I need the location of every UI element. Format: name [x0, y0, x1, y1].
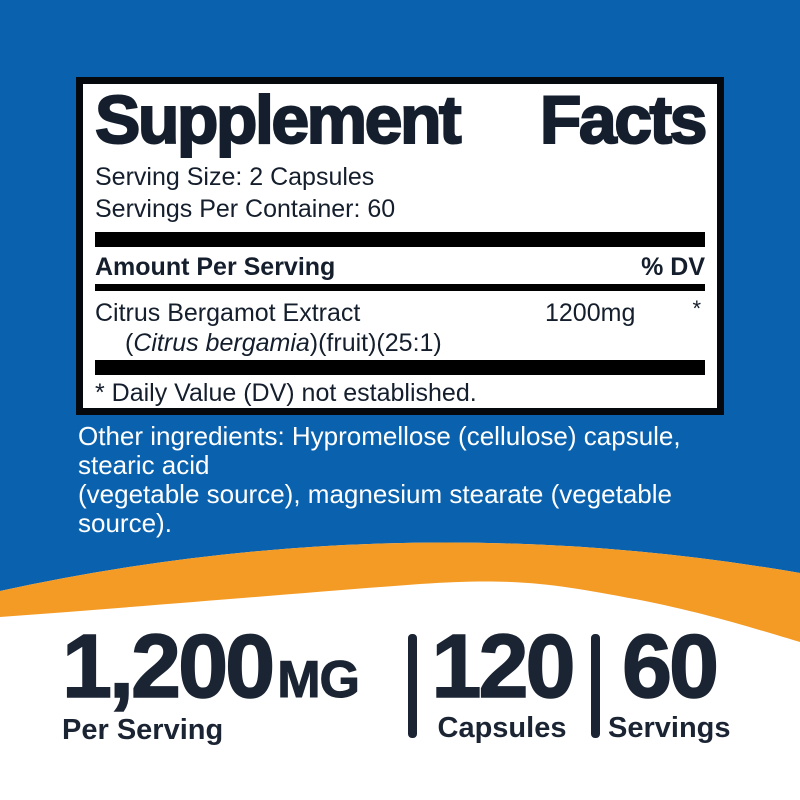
stat-capsules-number-row: 120	[428, 617, 577, 717]
ingredient-dv-asterisk: *	[692, 296, 701, 321]
stat-dose: 1,200 MG Per Serving	[61, 617, 361, 746]
stat-servings-number-row: 60	[608, 617, 730, 717]
stat-servings-value: 60	[621, 617, 720, 717]
other-ingredients-line2: (vegetable source), magnesium stearate (…	[78, 479, 672, 538]
stat-servings-label: Servings	[608, 712, 731, 744]
stat-divider-2	[591, 634, 600, 738]
stat-capsules-label: Capsules	[437, 712, 567, 744]
stat-capsules-value: 120	[431, 617, 577, 717]
botanical-suffix: )(fruit)(25:1)	[309, 329, 442, 357]
ingredient-amount: 1200mg	[545, 299, 636, 327]
stat-divider-1	[408, 634, 417, 738]
daily-value-footnote: * Daily Value (DV) not established.	[95, 379, 477, 407]
title-word-facts: Facts	[539, 82, 709, 158]
divider-bar-thick-top	[95, 232, 705, 247]
supplement-facts-title: Supplement Facts	[94, 82, 709, 158]
orange-brush-shape	[0, 542, 800, 642]
title-word-supplement: Supplement	[94, 82, 463, 158]
botanical-name-italic: Citrus bergamia	[133, 329, 310, 357]
orange-swoosh	[0, 500, 800, 642]
blue-curve-shape	[0, 500, 800, 591]
ingredient-botanical: (Citrus bergamia)(fruit)(25:1)	[125, 328, 442, 358]
stat-dose-number-row: 1,200 MG	[61, 617, 361, 717]
amount-per-serving-header: Amount Per Serving	[95, 253, 336, 281]
serving-size: Serving Size: 2 Capsules	[95, 163, 375, 191]
divider-bar-thick-bottom	[95, 360, 705, 375]
stat-dose-unit: MG	[277, 651, 361, 709]
stat-capsules: 120 Capsules	[428, 617, 577, 744]
stat-servings: 60 Servings	[608, 617, 731, 744]
divider-bar-thin	[95, 284, 705, 291]
servings-per-container: Servings Per Container: 60	[95, 195, 396, 223]
other-ingredients: Other ingredients: Hypromellose (cellulo…	[78, 422, 738, 538]
supplement-facts-panel: Supplement Facts Serving Size: 2 Capsule…	[76, 77, 724, 415]
ingredient-row: Citrus Bergamot Extract 1200mg *	[95, 296, 703, 328]
percent-dv-header: % DV	[641, 253, 705, 281]
botanical-prefix: (	[125, 329, 134, 357]
table-header-row: Amount Per Serving % DV	[95, 252, 705, 282]
other-ingredients-line1: Other ingredients: Hypromellose (cellulo…	[78, 421, 681, 480]
stat-dose-value: 1,200	[61, 617, 276, 717]
ingredient-name: Citrus Bergamot Extract	[95, 299, 361, 327]
stat-dose-label: Per Serving	[62, 714, 224, 746]
